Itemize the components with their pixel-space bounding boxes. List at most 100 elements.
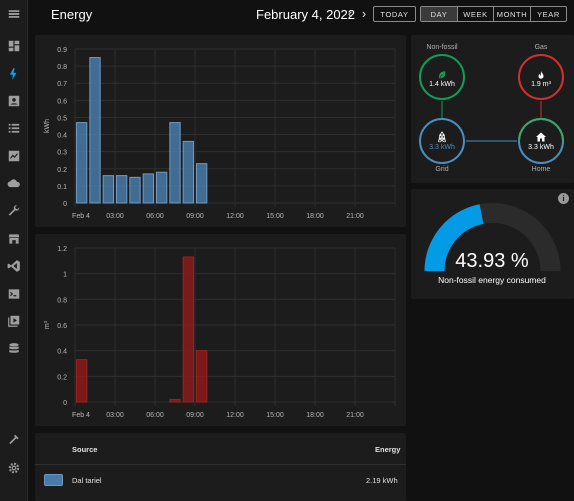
y-tick-label: 0.3 (57, 150, 67, 157)
bar (196, 163, 208, 204)
y-tick-label: 0.6 (57, 323, 67, 330)
distribution-lines (419, 54, 564, 164)
y-tick-label: 0 (63, 400, 67, 407)
period-year-button[interactable]: YEAR (537, 9, 560, 19)
energy-distribution-card: Non-fossil Gas 1.4 kWh 1.9 m³ 3.3 kWh 3.… (411, 35, 574, 183)
x-tick-label: 03:00 (106, 412, 124, 419)
y-tick-label: 0.8 (57, 297, 67, 304)
table-header-energy: Energy (375, 445, 401, 454)
nonfossil-gauge (424, 203, 561, 272)
electricity-chart: 0 0.1 0.2 0.3 0.4 0.5 0.6 0.7 0.8 0.9 Feb 4 03:00 06… (44, 47, 396, 220)
bar (196, 350, 208, 403)
dashboard-icon[interactable] (4, 36, 24, 56)
top-bar: Energy February 4, 2022 ‹ › TODAY DAY WE… (28, 0, 574, 30)
y-tick-label: 1.2 (57, 246, 67, 253)
hammer-icon[interactable] (4, 430, 24, 450)
x-tick-label: 09:00 (186, 213, 204, 220)
bar (142, 173, 154, 204)
x-tick-label: 15:00 (266, 213, 284, 220)
x-tick-label: Feb 4 (72, 213, 90, 220)
play-box-icon[interactable] (4, 311, 24, 331)
bar (182, 140, 195, 204)
bar (89, 57, 101, 204)
period-day-button[interactable]: DAY (421, 7, 458, 21)
y-tick-label: 0.4 (57, 133, 67, 140)
x-tick-label: 15:00 (266, 412, 284, 419)
y-tick-label: 0.7 (57, 81, 67, 88)
y-tick-label: 0.1 (57, 184, 67, 191)
x-tick-label: 12:00 (226, 412, 244, 419)
x-tick-label: Feb 4 (72, 412, 90, 419)
gas-label: Gas (534, 44, 548, 51)
fire-icon (536, 67, 546, 79)
home-label: Home (531, 166, 551, 173)
vscode-icon[interactable] (4, 256, 24, 276)
menu-icon[interactable] (4, 4, 24, 24)
today-button[interactable]: TODAY (373, 6, 416, 22)
x-tick-label: 21:00 (346, 213, 364, 220)
period-month-button[interactable]: MONTH (494, 7, 531, 21)
wrench-icon[interactable] (4, 201, 24, 221)
source-energy: 2.19 kWh (366, 476, 398, 485)
transmission-tower-icon (436, 130, 448, 143)
console-icon[interactable] (4, 284, 24, 304)
home-icon (535, 130, 547, 142)
grid-label: Grid (435, 166, 449, 173)
source-name: Dal tariel (72, 476, 102, 485)
gas-chart: 0 0.2 0.4 0.6 0.8 1 1.2 Feb 4 03:00 06:00 09:00 12:… (44, 246, 396, 419)
bar (169, 122, 181, 204)
bar (129, 176, 141, 204)
nonfossil-label: Non-fossil (426, 44, 458, 51)
chart-box-icon[interactable] (4, 146, 24, 166)
grid-value: 3.3 kWh (429, 144, 455, 151)
y-axis-label: kWh (44, 119, 51, 133)
period-week-button[interactable]: WEEK (458, 7, 494, 21)
gas-value: 1.9 m³ (531, 81, 551, 88)
x-tick-label: 06:00 (146, 213, 164, 220)
bar (76, 122, 88, 204)
lightning-icon[interactable] (4, 64, 24, 84)
y-tick-label: 0.6 (57, 98, 67, 105)
y-tick-label: 0.2 (57, 374, 67, 381)
info-icon[interactable]: i (558, 193, 569, 204)
y-tick-label: 0.5 (57, 115, 67, 122)
x-tick-label: 21:00 (346, 412, 364, 419)
date-label: February 4, 2022 (256, 7, 356, 22)
bar (182, 256, 195, 403)
table-divider (35, 464, 406, 465)
gauge-value: 43.93 % (455, 250, 529, 272)
bar (156, 171, 168, 204)
nonfossil-value: 1.4 kWh (429, 81, 455, 88)
chevron-left-icon[interactable]: ‹ (347, 6, 353, 21)
x-tick-label: 18:00 (306, 412, 324, 419)
source-color-swatch (44, 474, 63, 486)
x-tick-label: 06:00 (146, 412, 164, 419)
chevron-right-icon[interactable]: › (361, 6, 367, 21)
y-tick-label: 0.9 (57, 47, 67, 54)
table-header-source: Source (72, 445, 98, 454)
period-selector: DAY WEEK MONTH YEAR (420, 6, 567, 22)
x-tick-label: 12:00 (226, 213, 244, 220)
y-axis-label: m³ (44, 320, 51, 329)
cloud-icon[interactable] (4, 173, 24, 193)
y-tick-label: 0.4 (57, 349, 67, 356)
x-tick-label: 09:00 (186, 412, 204, 419)
gas-chart-card: 0 0.2 0.4 0.6 0.8 1 1.2 Feb 4 03:00 06:00 09:00 12:… (35, 234, 406, 426)
list-icon[interactable] (4, 118, 24, 138)
cog-icon[interactable] (4, 458, 24, 478)
bar (76, 359, 88, 403)
home-value: 3.3 kWh (528, 144, 554, 151)
bar (169, 398, 181, 403)
sources-table-card: Source Energy Dal tariel 2.19 kWh (35, 433, 406, 501)
sidebar (0, 0, 28, 501)
page-title: Energy (51, 7, 93, 22)
account-box-icon[interactable] (4, 91, 24, 111)
leaf-icon (437, 67, 447, 79)
storefront-icon[interactable] (4, 229, 24, 249)
gauge-label: Non-fossil energy consumed (438, 275, 546, 285)
database-icon[interactable] (4, 339, 24, 359)
y-tick-label: 1 (63, 272, 67, 279)
nonfossil-gauge-card (411, 189, 574, 299)
electricity-chart-card: 0 0.1 0.2 0.3 0.4 0.5 0.6 0.7 0.8 0.9 Feb 4 03:00 06… (35, 35, 406, 227)
y-tick-label: 0.8 (57, 64, 67, 71)
